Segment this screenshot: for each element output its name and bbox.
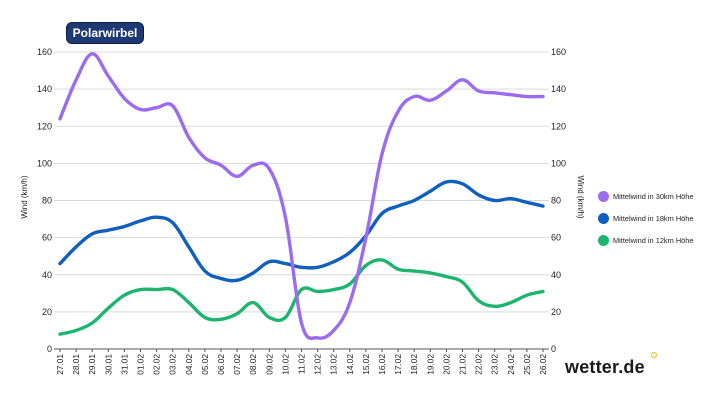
y-axis-right-label: Wind (km/h) xyxy=(576,175,585,218)
x-tick-label: 07.02 xyxy=(232,354,242,375)
x-tick-label: 08.02 xyxy=(248,354,258,375)
x-axis: 27.01 28.01 29.01 30.01 31.01 01.02 02.02 03.02… xyxy=(55,349,548,375)
series-line-12km xyxy=(58,258,545,336)
x-tick-label: 03.02 xyxy=(168,354,178,375)
x-tick-label: 17.02 xyxy=(393,354,403,375)
x-tick-label: 12.02 xyxy=(313,354,323,375)
y-tick-right-0: 0 xyxy=(551,344,556,354)
x-tick-label: 21.02 xyxy=(458,354,468,375)
y-tick-right-80: 80 xyxy=(551,196,561,206)
series-line-18km xyxy=(58,179,545,283)
x-tick-label: 01.02 xyxy=(136,354,146,375)
x-tick-label: 16.02 xyxy=(377,354,387,375)
brand-logo: wetter.de xyxy=(565,357,645,377)
x-tick-label: 28.01 xyxy=(71,354,81,375)
x-tick-label: 22.02 xyxy=(474,354,484,375)
y-tick-left-20: 20 xyxy=(42,307,52,317)
y-tick-left-120: 120 xyxy=(37,121,52,131)
y-tick-left-0: 0 xyxy=(47,344,52,354)
gridlines xyxy=(54,51,549,350)
x-tick-label: 02.02 xyxy=(152,354,162,375)
x-tick-label: 19.02 xyxy=(425,354,435,375)
x-tick-label: 23.02 xyxy=(490,354,500,375)
y-tick-left-140: 140 xyxy=(37,84,52,94)
brand-logo-dot xyxy=(651,352,657,358)
x-tick-label: 15.02 xyxy=(361,354,371,375)
legend-label-18km: Mittelwind in 18km Höhe xyxy=(613,213,694,223)
x-tick-label: 11.02 xyxy=(297,354,307,375)
x-tick-label: 13.02 xyxy=(329,354,339,375)
y-tick-right-140: 140 xyxy=(551,84,566,94)
legend-swatch-30km xyxy=(598,190,609,202)
legend-label-12km: Mittelwind in 12km Höhe xyxy=(613,235,694,245)
x-tick-label: 06.02 xyxy=(216,354,226,375)
series-line-30km xyxy=(58,52,545,340)
y-axis-left-label: Wind (km/h) xyxy=(20,175,29,218)
legend-item-18km[interactable]: Mittelwind in 18km Höhe xyxy=(598,207,716,229)
y-tick-left-160: 160 xyxy=(37,47,52,57)
series-lines xyxy=(58,52,545,340)
legend-swatch-12km xyxy=(598,234,609,246)
x-tick-label: 25.02 xyxy=(522,354,532,375)
y-tick-left-40: 40 xyxy=(42,270,52,280)
x-tick-label: 30.01 xyxy=(103,354,113,375)
legend-item-12km[interactable]: Mittelwind in 12km Höhe xyxy=(598,229,716,251)
y-axis-left: 0 20 40 60 80 100 120 140 160 xyxy=(37,47,52,354)
y-tick-right-40: 40 xyxy=(551,270,561,280)
x-tick-label: 04.02 xyxy=(184,354,194,375)
legend-swatch-18km xyxy=(598,212,609,224)
y-tick-right-20: 20 xyxy=(551,307,561,317)
x-tick-label: 18.02 xyxy=(409,354,419,375)
y-tick-left-60: 60 xyxy=(42,233,52,243)
x-tick-label: 24.02 xyxy=(506,354,516,375)
x-tick-label: 10.02 xyxy=(280,354,290,375)
legend-label-30km: Mittelwind in 30km Höhe xyxy=(613,191,694,201)
legend: Mittelwind in 30km Höhe Mittelwind in 18… xyxy=(598,185,716,251)
x-tick-label: 27.01 xyxy=(55,354,65,375)
y-tick-right-100: 100 xyxy=(551,158,566,168)
x-tick-label: 26.02 xyxy=(538,354,548,375)
x-tick-label: 29.01 xyxy=(87,354,97,375)
x-tick-label: 14.02 xyxy=(345,354,355,375)
y-tick-left-80: 80 xyxy=(42,196,52,206)
chart-title-badge: Polarwirbel xyxy=(66,22,144,44)
legend-item-30km[interactable]: Mittelwind in 30km Höhe xyxy=(598,185,716,207)
y-tick-right-60: 60 xyxy=(551,233,561,243)
x-tick-label: 05.02 xyxy=(200,354,210,375)
y-tick-right-120: 120 xyxy=(551,121,566,131)
y-axis-right: 0 20 40 60 80 100 120 140 160 xyxy=(551,47,566,354)
x-tick-label: 09.02 xyxy=(264,354,274,375)
x-tick-label: 31.01 xyxy=(119,354,129,375)
x-tick-label: 20.02 xyxy=(441,354,451,375)
y-tick-right-160: 160 xyxy=(551,47,566,57)
y-tick-left-100: 100 xyxy=(37,158,52,168)
